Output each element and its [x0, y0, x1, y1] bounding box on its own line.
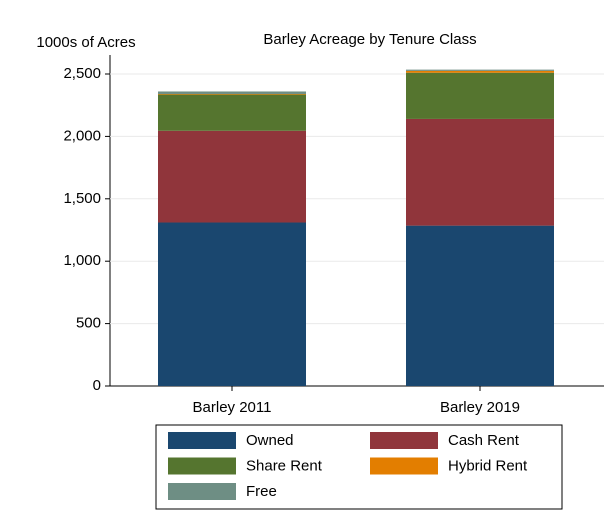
- x-tick-label: Barley 2011: [193, 399, 272, 416]
- legend-swatch: [370, 432, 438, 449]
- bar-segment: [158, 130, 306, 223]
- bar-segment: [406, 72, 554, 119]
- bar-segment: [406, 225, 554, 386]
- y-tick-label: 1,500: [63, 190, 101, 207]
- x-tick-label: Barley 2019: [440, 399, 520, 416]
- legend-label: Share Rent: [246, 457, 323, 474]
- bar-segment: [406, 69, 554, 71]
- bar-segment: [158, 94, 306, 131]
- legend-label: Free: [246, 483, 277, 500]
- bar-segment: [158, 222, 306, 386]
- legend-label: Hybrid Rent: [448, 457, 528, 474]
- y-tick-label: 0: [93, 377, 101, 394]
- bar-segment: [158, 91, 306, 94]
- y-tick-label: 2,500: [63, 65, 101, 82]
- legend-label: Cash Rent: [448, 432, 520, 449]
- legend-swatch: [168, 483, 236, 500]
- y-tick-label: 2,000: [63, 127, 101, 144]
- bar-segment: [158, 93, 306, 95]
- legend-swatch: [168, 432, 236, 449]
- y-axis-label: 1000s of Acres: [36, 34, 135, 51]
- y-tick-label: 500: [76, 315, 101, 332]
- y-tick-label: 1,000: [63, 252, 101, 269]
- legend-swatch: [370, 457, 438, 475]
- bar-segment: [406, 118, 554, 226]
- chart-title: Barley Acreage by Tenure Class: [263, 31, 476, 48]
- legend-swatch: [168, 457, 236, 475]
- bar-segment: [406, 70, 554, 73]
- legend-label: Owned: [246, 432, 294, 449]
